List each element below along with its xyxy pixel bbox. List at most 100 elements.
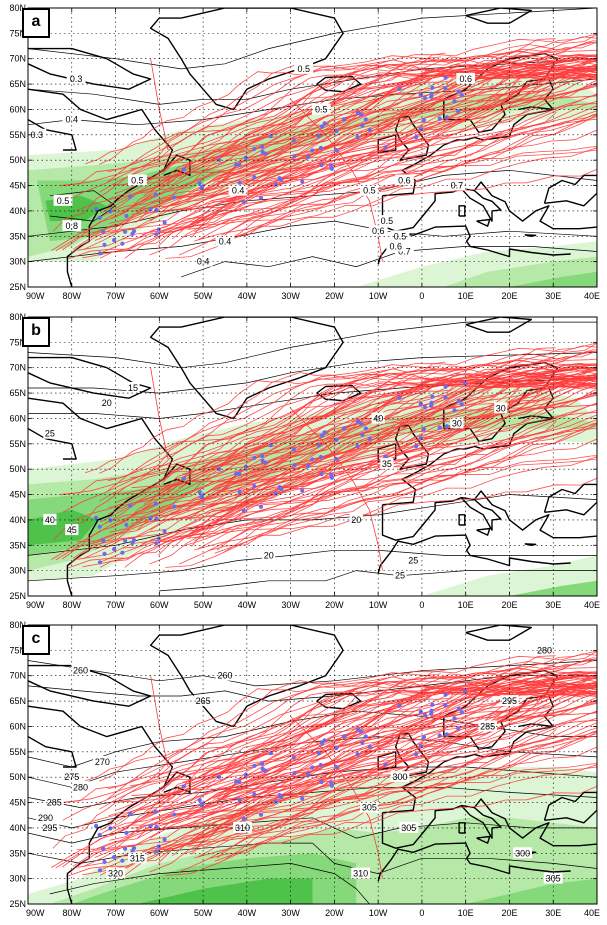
cyclone-point (397, 703, 402, 708)
lon-tick-label: 80W (63, 600, 82, 610)
cyclone-point (124, 830, 129, 835)
cyclone-point (316, 443, 321, 448)
cyclone-point (217, 466, 222, 471)
storm-track (187, 677, 597, 828)
coastline (377, 842, 571, 882)
lat-tick-label: 55N (9, 439, 26, 449)
storm-track (99, 365, 465, 474)
cyclone-point (260, 144, 265, 149)
storm-track (99, 56, 465, 165)
cyclone-point (429, 711, 434, 716)
storm-track (182, 423, 597, 547)
contour-label: 300 (392, 772, 407, 782)
cyclone-point (234, 471, 239, 476)
lat-tick-label: 35N (9, 540, 26, 550)
cyclone-point (319, 780, 324, 785)
lon-tick-label: 50W (194, 908, 213, 918)
cyclone-point (359, 421, 364, 426)
map-canvas-b: 15 20 25 30 35 40 45 40 30 25 20 20 25 80N 75N 70N 65N 60… (9, 312, 600, 610)
cyclone-point (162, 529, 167, 534)
cyclone-point (355, 110, 361, 115)
cyclone-point (414, 752, 419, 757)
storm-track (290, 408, 383, 571)
cyclone-point (128, 811, 133, 816)
cyclone-point (181, 167, 186, 172)
storm-track (77, 766, 597, 868)
cyclone-point (156, 536, 161, 541)
storm-track (51, 683, 597, 868)
contour-label-bg (93, 756, 112, 767)
cyclone-point (329, 780, 334, 785)
storm-track (124, 378, 597, 568)
contour-label-bg (233, 821, 252, 833)
cyclone-point (197, 797, 202, 803)
panel-label: b (22, 317, 50, 347)
lat-tick-label: 55N (9, 130, 26, 140)
coastline (28, 47, 152, 90)
contour-label: 0.3 (70, 74, 83, 84)
cyclone-point (108, 518, 113, 523)
storm-track (178, 691, 597, 873)
lon-tick-label: 10W (369, 908, 388, 918)
cyclone-point (329, 475, 334, 480)
cyclone-point (162, 837, 167, 842)
lon-tick-label: 20E (501, 291, 517, 301)
contour-label-bg (535, 644, 554, 656)
storm-track (182, 731, 597, 855)
lat-tick-label: 30N (9, 874, 26, 884)
cyclone-point (112, 238, 117, 243)
contour-label-bg (311, 103, 331, 115)
cyclone-point (459, 710, 464, 715)
contour-label-bg (368, 225, 388, 237)
cyclone-point (292, 463, 297, 468)
cyclone-point (305, 771, 311, 777)
cyclone-point (359, 112, 364, 117)
lon-tick-label: 60W (150, 908, 169, 918)
cyclone-point (237, 180, 242, 186)
cyclone-point (156, 844, 161, 849)
storm-track (51, 66, 597, 251)
lon-tick-label: 60W (150, 291, 169, 301)
contour-label: 0.5 (381, 216, 394, 226)
contour-label: 35 (382, 459, 392, 469)
storm-track (159, 696, 597, 826)
storm-track (191, 349, 597, 547)
cyclone-point (252, 763, 257, 768)
coastline (518, 78, 554, 111)
cyclone-point (94, 515, 99, 520)
coastline (524, 234, 537, 237)
contour-label: 260 (73, 666, 88, 676)
cyclone-point (153, 501, 158, 506)
lat-tick-label: 25N (9, 591, 26, 601)
cyclone-point (273, 799, 278, 804)
contour-label: 310 (235, 823, 250, 833)
storm-track (197, 67, 597, 241)
cyclone-point (101, 229, 106, 234)
lon-tick-label: 30W (281, 908, 300, 918)
cyclone-point (181, 784, 186, 789)
storm-track (161, 680, 587, 792)
cyclone-point (258, 195, 264, 200)
cyclone-point (360, 740, 365, 745)
storm-track (187, 60, 597, 211)
cyclone-point (197, 489, 202, 495)
contour-label: 40 (45, 515, 55, 525)
lat-tick-label: 50N (9, 155, 26, 165)
storm-track (130, 414, 597, 524)
cyclone-point (112, 547, 117, 552)
storm-track (108, 355, 555, 509)
cyclone-point (292, 771, 297, 776)
lat-tick-label: 45N (9, 798, 26, 808)
cyclone-point (318, 454, 323, 460)
cyclone-point (319, 163, 324, 168)
contour-label: 0.4 (197, 257, 210, 267)
lon-tick-label: 90W (26, 908, 45, 918)
lat-tick-label: 70N (9, 54, 26, 64)
cyclone-point (154, 541, 159, 546)
lat-tick-label: 65N (9, 388, 26, 398)
lon-tick-label: 40E (584, 908, 600, 918)
cyclone-point (322, 430, 327, 435)
plot-frame (27, 316, 598, 597)
storm-track (165, 456, 597, 568)
contour-label: 40 (373, 414, 383, 424)
